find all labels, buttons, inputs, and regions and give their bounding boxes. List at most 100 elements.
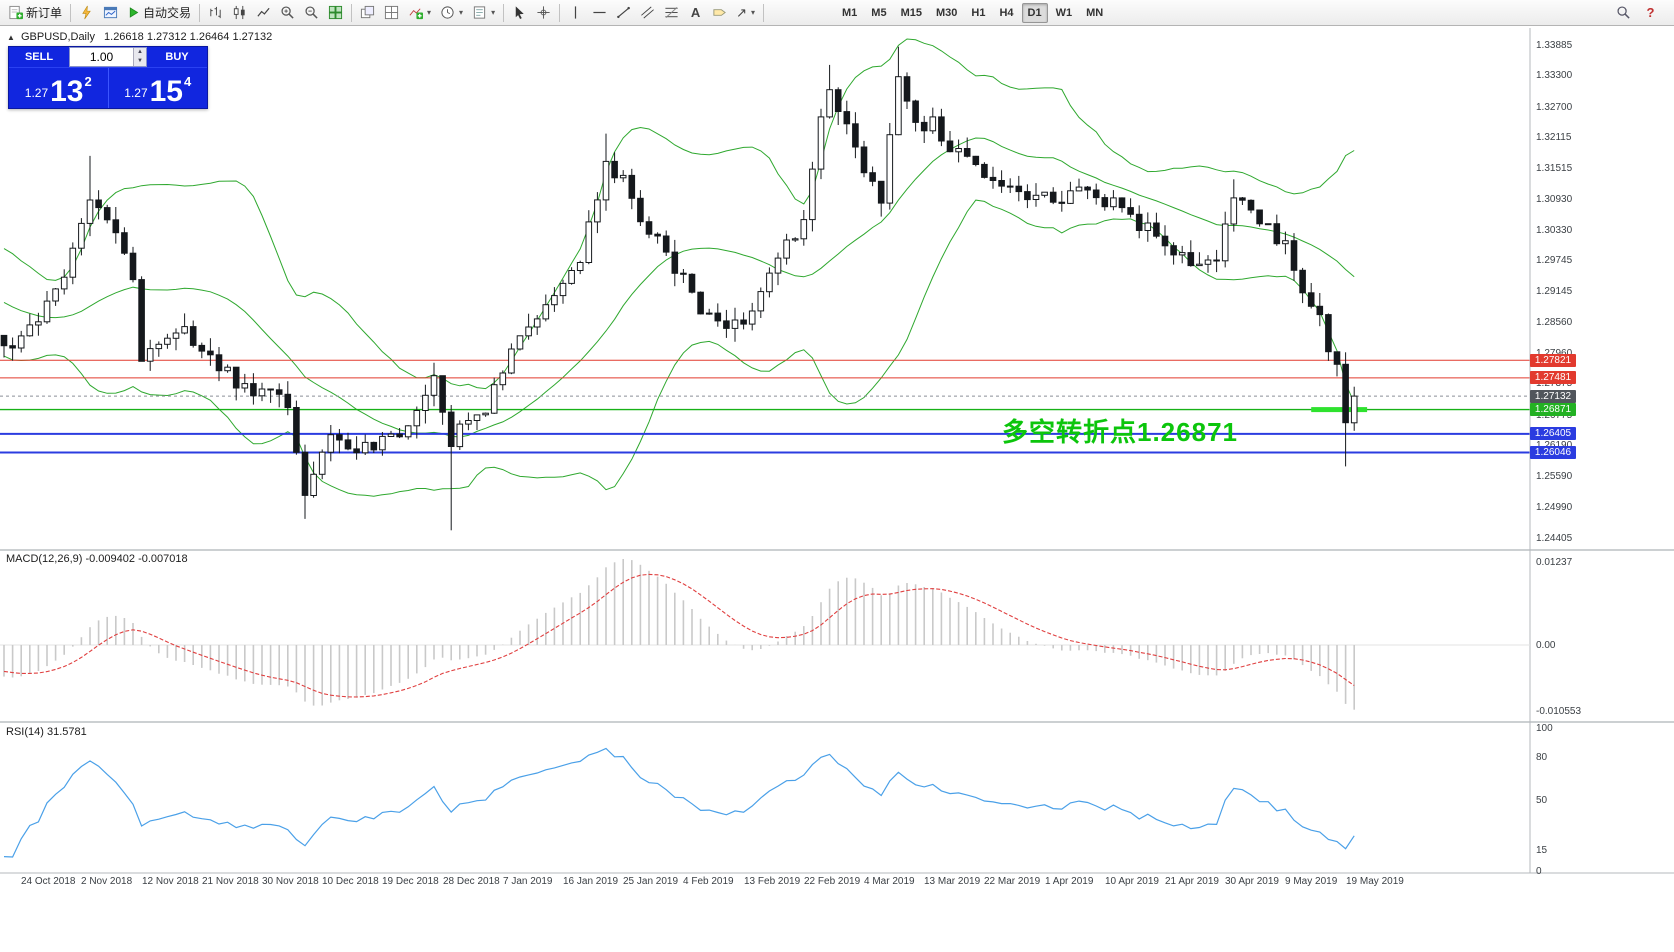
line-chart-icon (257, 7, 270, 17)
date-axis-label: 12 Nov 2018 (142, 876, 199, 887)
timeframe-d1-button[interactable]: D1 (1021, 2, 1048, 23)
horizontal-line-icon (593, 11, 606, 14)
tile-windows-button[interactable] (324, 2, 347, 24)
collapse-panel-icon[interactable]: ▲ (7, 33, 15, 42)
price-axis-tick: 1.25590 (1536, 471, 1573, 483)
bar-chart-icon (210, 6, 221, 19)
vertical-line-tool-button[interactable] (564, 2, 587, 24)
fibonacci-tool-button[interactable] (660, 2, 683, 24)
buy-button[interactable]: BUY (165, 51, 189, 63)
buy-price[interactable]: 1.27 15 4 (109, 68, 208, 108)
timeframe-mn-button[interactable]: MN (1086, 6, 1104, 19)
rsi-axis-tick: 15 (1536, 844, 1548, 856)
date-axis-label: 19 Dec 2018 (382, 876, 439, 887)
bar-chart-mode-button[interactable] (204, 2, 227, 24)
timeframe-m5-button[interactable]: M5 (871, 6, 887, 19)
chart-annotation-text: 多空转折点1.26871 (1002, 417, 1238, 447)
new-order-label: 新订单 (26, 6, 63, 20)
toolbar-separator (70, 3, 72, 22)
price-axis-tick: 1.29145 (1536, 286, 1573, 298)
timeframe-m30-button[interactable]: M30 (935, 6, 958, 19)
date-axis-label: 30 Nov 2018 (262, 876, 319, 887)
cursor-tool-button[interactable] (508, 2, 531, 24)
date-axis-label: 10 Dec 2018 (322, 876, 379, 887)
template-icon (473, 6, 486, 19)
timeframe-m1-button[interactable]: M1 (842, 6, 858, 19)
volume-increase-button[interactable]: ▲ (134, 48, 146, 57)
date-axis-label: 19 May 2019 (1346, 876, 1404, 887)
chevron-down-icon: ▾ (750, 8, 755, 17)
date-axis-label: 21 Nov 2018 (202, 876, 259, 887)
sell-price-prefix: 1.27 (24, 86, 49, 100)
trendline-tool-button[interactable] (612, 2, 635, 24)
main-toolbar: 新订单 自动交易 (0, 0, 1674, 26)
rsi-axis-tick: 50 (1536, 794, 1548, 806)
price-axis-tick: 1.33300 (1536, 70, 1573, 82)
timeframe-w1-button[interactable]: W1 (1055, 6, 1073, 19)
date-axis-label: 25 Jan 2019 (623, 876, 679, 887)
periods-button[interactable]: ▾ (436, 2, 467, 24)
candlestick-icon (233, 5, 245, 20)
data-window-button[interactable] (99, 2, 122, 24)
help-icon: ? (1646, 5, 1655, 20)
lightning-icon (82, 5, 91, 20)
timeframe-h1-button[interactable]: H1 (971, 6, 986, 19)
price-axis-tick: 1.29745 (1536, 255, 1573, 267)
price-axis-tick: 1.28560 (1536, 316, 1573, 328)
templates-button[interactable]: ▾ (468, 2, 499, 24)
arrange-windows-button[interactable] (380, 2, 403, 24)
time-axis: 24 Oct 2018 2 Nov 2018 12 Nov 2018 21 Nov 2… (0, 875, 1530, 891)
sell-price[interactable]: 1.27 13 2 (9, 68, 108, 108)
toolbar-separator (503, 3, 505, 22)
timeframe-h4-button[interactable]: H4 (999, 6, 1014, 19)
clock-icon (441, 6, 454, 19)
chevron-down-icon: ▾ (427, 8, 432, 17)
label-tool-button[interactable] (708, 2, 731, 24)
chart-ohlc-values: 1.26618 1.27312 1.26464 1.27132 (104, 31, 273, 43)
cascade-windows-button[interactable] (356, 2, 379, 24)
volume-spinner: ▲ ▼ (133, 48, 146, 66)
help-button[interactable]: ? (1639, 2, 1662, 24)
buy-price-main: 15 (149, 75, 183, 108)
trendline-icon (617, 6, 630, 19)
search-button[interactable] (1612, 2, 1635, 24)
new-order-icon (9, 5, 23, 20)
timeframe-m15-button[interactable]: M15 (900, 6, 922, 19)
chevron-down-icon: ▾ (459, 8, 464, 17)
channel-icon (641, 6, 654, 19)
indicators-button[interactable]: ▾ (404, 2, 435, 24)
rsi-axis-tick: 80 (1536, 751, 1548, 763)
price-axis: 1.33885 1.33300 1.32700 1.32115 1.31515 1.309… (1530, 0, 1674, 952)
zoom-out-button[interactable] (300, 2, 323, 24)
text-tool-button[interactable]: A (684, 2, 707, 24)
new-order-button[interactable]: 新订单 (4, 2, 66, 24)
label-icon (713, 9, 726, 16)
crosshair-tool-button[interactable] (532, 2, 555, 24)
macd-axis-tick: 0.01237 (1536, 557, 1573, 568)
price-tag: 1.26046 (1530, 446, 1576, 460)
buy-price-prefix: 1.27 (124, 86, 148, 100)
candlestick-mode-button[interactable] (228, 2, 251, 24)
date-axis-label: 28 Dec 2018 (443, 876, 500, 887)
arrows-tool-button[interactable]: ↗ ▾ (732, 2, 759, 24)
market-watch-button[interactable] (75, 2, 98, 24)
zoom-out-icon (305, 6, 318, 19)
auto-trading-button[interactable]: 自动交易 (123, 2, 195, 24)
line-chart-mode-button[interactable] (252, 2, 275, 24)
volume-input[interactable]: 1.00 ▲ ▼ (69, 47, 147, 67)
price-tag: 1.26405 (1530, 427, 1576, 441)
channel-tool-button[interactable] (636, 2, 659, 24)
price-axis-tick: 1.24990 (1536, 502, 1573, 514)
horizontal-line-tool-button[interactable] (588, 2, 611, 24)
date-axis-label: 2 Nov 2018 (81, 876, 133, 887)
zoom-in-button[interactable] (276, 2, 299, 24)
volume-decrease-button[interactable]: ▼ (134, 57, 146, 66)
price-axis-tick: 1.24405 (1536, 532, 1573, 544)
toolbar-separator (199, 3, 201, 22)
sell-button[interactable]: SELL (24, 51, 54, 63)
buy-price-pip: 4 (184, 74, 192, 89)
price-axis-tick: 1.32700 (1536, 101, 1573, 113)
indicators-icon (409, 8, 424, 20)
date-axis-label: 24 Oct 2018 (21, 876, 76, 887)
